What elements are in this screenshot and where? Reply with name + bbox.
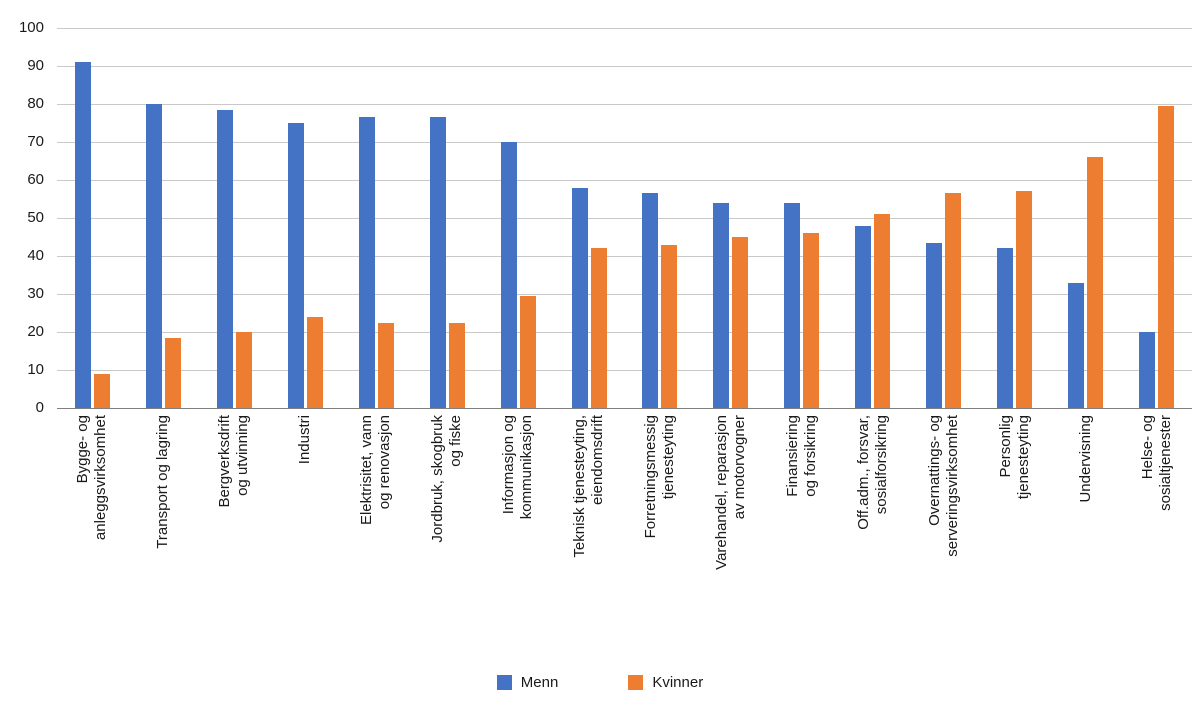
x-category-label: Personlig tjenesteyting [997, 415, 1032, 500]
bar-menn [1068, 282, 1084, 408]
gridline [57, 370, 1192, 371]
bar-kvinner [520, 295, 536, 408]
x-category-label: Undervisning [1077, 415, 1094, 503]
x-category-label: Teknisk tjenesteyting, eiendomsdrift [571, 415, 606, 558]
bar-menn [784, 202, 800, 408]
x-category-label: Elektrisitet, vann og renovasjon [358, 415, 393, 526]
bar-kvinner [449, 322, 465, 408]
y-tick-label: 0 [35, 399, 44, 416]
legend-swatch-icon [628, 675, 644, 690]
gridline [57, 180, 1192, 181]
bar-menn [926, 242, 942, 408]
bar-kvinner [1158, 105, 1174, 408]
bar-kvinner [945, 193, 961, 408]
y-tick-label: 30 [27, 285, 44, 302]
y-tick-label: 40 [27, 247, 44, 264]
gridline [57, 256, 1192, 257]
y-tick-label: 10 [27, 361, 44, 378]
bar-menn [75, 62, 91, 408]
bar-menn [642, 193, 658, 408]
x-category-label: Bergverksdrift og utvinning [216, 415, 251, 508]
y-tick-label: 50 [27, 209, 44, 226]
bar-kvinner [732, 237, 748, 408]
y-tick-label: 80 [27, 95, 44, 112]
x-category-label: Industri [296, 415, 313, 465]
bar-kvinner [1087, 157, 1103, 408]
legend-label: Menn [520, 674, 559, 691]
bar-menn [359, 117, 375, 408]
gridline [57, 104, 1192, 105]
x-category-label: Varehandel, reparasjon av motorvogner [713, 415, 748, 570]
x-category-label: Informasjon og kommunikasjon [500, 415, 535, 520]
bar-menn [713, 202, 729, 408]
gridline [57, 218, 1192, 219]
legend-swatch-icon [496, 675, 512, 690]
bar-menn [1139, 332, 1155, 408]
bar-kvinner [803, 233, 819, 408]
bar-menn [430, 117, 446, 408]
gridline [57, 294, 1192, 295]
y-tick-label: 100 [18, 19, 44, 36]
x-category-label: Bygge- og anleggsvirksomhet [74, 415, 109, 541]
y-tick-label: 70 [27, 133, 44, 150]
y-tick-label: 90 [27, 57, 44, 74]
gridline [57, 332, 1192, 333]
x-category-label: Helse- og sosialtjenester [1139, 415, 1174, 511]
gridline [57, 142, 1192, 143]
bar-kvinner [378, 322, 394, 408]
bar-kvinner [94, 373, 110, 408]
bar-menn [288, 123, 304, 408]
bar-kvinner [165, 337, 181, 408]
bar-menn [146, 104, 162, 408]
legend-label: Kvinner [652, 674, 704, 691]
legend: Menn Kvinner [0, 674, 1200, 691]
bar-kvinner [874, 214, 890, 408]
bar-menn [501, 142, 517, 408]
x-category-label: Off.adm., forsvar, sosialforsikring [855, 415, 890, 530]
bar-menn [217, 109, 233, 408]
x-axis-line [57, 408, 1192, 409]
x-category-label: Forretningsmessig tjenesteyting [642, 415, 677, 539]
gridline [57, 28, 1192, 29]
bar-kvinner [236, 332, 252, 408]
y-tick-label: 60 [27, 171, 44, 188]
bar-kvinner [307, 316, 323, 408]
x-category-label: Overnattings- og serveringsvirksomhet [926, 415, 961, 557]
bar-kvinner [591, 248, 607, 408]
legend-item-kvinner: Kvinner [628, 674, 703, 691]
legend-item-menn: Menn [496, 674, 559, 691]
bar-menn [997, 248, 1013, 408]
x-category-label: Finansiering og forsikring [784, 415, 819, 497]
bar-menn [855, 225, 871, 408]
x-category-label: Jordbruk, skogbruk og fiske [429, 415, 464, 543]
bar-menn [572, 187, 588, 408]
bar-kvinner [1016, 191, 1032, 408]
bar-kvinner [661, 244, 677, 408]
gridline [57, 66, 1192, 67]
x-category-label: Transport og lagring [154, 415, 171, 549]
y-tick-label: 20 [27, 323, 44, 340]
